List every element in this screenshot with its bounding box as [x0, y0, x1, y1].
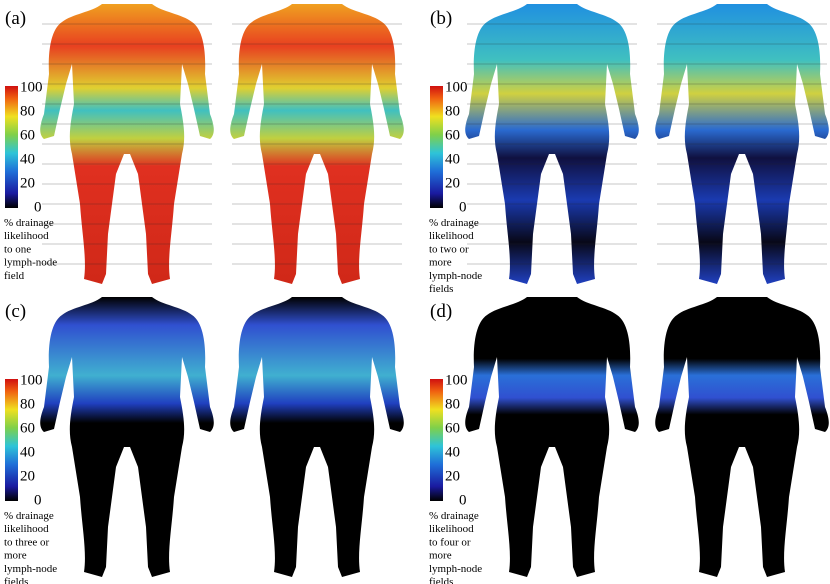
colorbar-tick-label: 60 — [445, 127, 460, 143]
panel-label: (a) — [5, 8, 26, 29]
colorbar-caption: lymph-node — [429, 270, 482, 282]
colorbar-caption: field — [4, 270, 25, 282]
colorbar-caption: % drainage — [429, 510, 479, 522]
panel-label: (b) — [430, 8, 452, 29]
colorbar-tick-label: 100 — [20, 372, 43, 388]
colorbar-caption: likelihood — [429, 523, 474, 535]
colorbar-caption: fields — [4, 576, 28, 584]
body-silhouette — [40, 297, 214, 577]
colorbar — [430, 379, 443, 501]
body-silhouette — [465, 297, 639, 577]
body-map — [465, 297, 639, 577]
colorbar-tick-label: 40 — [445, 151, 460, 167]
colorbar-tick-label: 20 — [20, 175, 35, 191]
colorbar-caption: fields — [429, 283, 453, 295]
colorbar-tick-label: 0 — [34, 492, 42, 508]
body-map — [40, 4, 214, 284]
colorbar-caption: to one — [4, 243, 31, 255]
body-map — [655, 297, 829, 577]
colorbar-caption: to two or — [429, 243, 469, 255]
colorbar-tick-label: 0 — [459, 492, 467, 508]
colorbar-caption: lymph-node — [4, 563, 57, 575]
colorbar-caption: % drainage — [429, 217, 479, 229]
body-silhouette — [655, 297, 829, 577]
colorbar-tick-label: 20 — [445, 468, 460, 484]
colorbar-tick-label: 20 — [20, 468, 35, 484]
colorbar-tick-label: 80 — [20, 396, 35, 412]
body-map — [465, 4, 639, 284]
colorbar-caption: likelihood — [4, 230, 49, 242]
colorbar-tick-label: 60 — [20, 127, 35, 143]
colorbar-caption: to three or — [4, 536, 50, 548]
colorbar-tick-label: 40 — [20, 151, 35, 167]
colorbar-caption: % drainage — [4, 510, 54, 522]
body-map — [40, 297, 214, 577]
colorbar-tick-label: 60 — [20, 420, 35, 436]
colorbar-tick-label: 100 — [20, 79, 43, 95]
colorbar-caption: % drainage — [4, 217, 54, 229]
colorbar-tick-label: 80 — [20, 103, 35, 119]
colorbar-caption: lymph-node — [4, 257, 57, 269]
colorbar-tick-label: 0 — [34, 199, 42, 215]
body-map — [230, 4, 404, 284]
colorbar — [430, 86, 443, 208]
colorbar — [5, 86, 18, 208]
colorbar-tick-label: 60 — [445, 420, 460, 436]
colorbar-caption: fields — [429, 576, 453, 584]
colorbar-caption: more — [4, 550, 27, 562]
colorbar — [5, 379, 18, 501]
colorbar-tick-label: 20 — [445, 175, 460, 191]
body-silhouette — [230, 297, 404, 577]
body-map — [655, 4, 829, 284]
colorbar-tick-label: 100 — [445, 79, 468, 95]
colorbar-caption: to four or — [429, 536, 471, 548]
colorbar-tick-label: 80 — [445, 396, 460, 412]
panel-label: (c) — [5, 301, 26, 322]
colorbar-tick-label: 100 — [445, 372, 468, 388]
colorbar-caption: more — [429, 550, 452, 562]
colorbar-tick-label: 0 — [459, 199, 467, 215]
colorbar-caption: more — [429, 257, 452, 269]
colorbar-tick-label: 40 — [20, 444, 35, 460]
colorbar-caption: likelihood — [4, 523, 49, 535]
colorbar-tick-label: 80 — [445, 103, 460, 119]
panel-label: (d) — [430, 301, 452, 322]
colorbar-caption: likelihood — [429, 230, 474, 242]
colorbar-tick-label: 40 — [445, 444, 460, 460]
colorbar-caption: lymph-node — [429, 563, 482, 575]
body-map — [230, 297, 404, 577]
